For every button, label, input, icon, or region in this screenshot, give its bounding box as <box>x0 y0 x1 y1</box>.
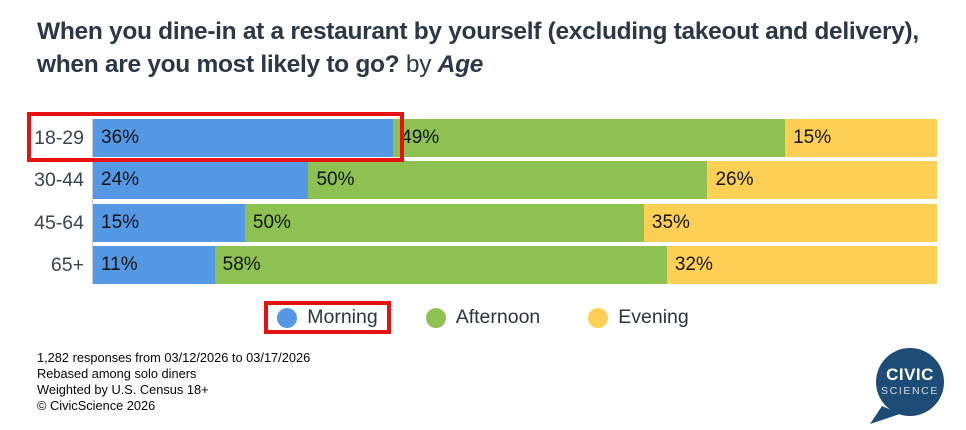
bar-segment-evening: 15% <box>785 119 937 157</box>
bar-segment-evening: 32% <box>666 245 937 284</box>
legend-label: Evening <box>618 306 689 328</box>
title-question: When you dine-in at a restaurant by your… <box>37 18 919 78</box>
bar-value-label: 36% <box>101 127 140 148</box>
chart-row: 65+ 11% 58% 32% <box>0 245 966 284</box>
title-connector: by <box>405 51 432 78</box>
chart-row: 45-64 15% 50% 35% <box>0 203 966 242</box>
footer-rebased: Rebased among solo diners <box>37 365 197 381</box>
legend-dot-morning <box>277 307 298 328</box>
civicscience-logo: CIVIC SCIENCE <box>870 348 944 424</box>
bar-value-label: 35% <box>651 211 690 233</box>
row-label: 18-29 <box>34 127 84 149</box>
bar-segment-afternoon: 49% <box>393 119 786 157</box>
bar-value-label: 15% <box>793 127 832 148</box>
footer-copyright: © CivicScience 2026 <box>37 397 156 413</box>
bar-value-label: 49% <box>401 127 440 148</box>
highlight-box-row <box>27 112 404 162</box>
y-axis-line <box>91 119 93 284</box>
legend-dot-evening <box>588 307 609 328</box>
bar-segment-evening: 35% <box>643 203 937 242</box>
legend-dot-afternoon <box>425 307 446 328</box>
legend-label: Afternoon <box>455 306 541 328</box>
bar-track: 36% 49% 15% <box>93 119 937 157</box>
logo-text-science: SCIENCE <box>881 385 939 397</box>
bar-track: 15% 50% 35% <box>93 203 937 242</box>
bar-segment-afternoon: 50% <box>244 203 644 242</box>
bar-segment-morning: 15% <box>93 203 245 242</box>
footer-responses: 1,282 responses from 03/12/2026 to 03/17… <box>37 350 311 365</box>
chart-legend: Morning Afternoon Evening <box>0 301 966 334</box>
bar-value-label: 50% <box>316 169 355 191</box>
legend-item-morning: Morning <box>264 301 391 334</box>
bar-value-label: 32% <box>674 253 713 275</box>
footer-notes: 1,282 responses from 03/12/2026 to 03/17… <box>37 350 310 414</box>
row-label: 30-44 <box>34 169 84 192</box>
chart-title: When you dine-in at a restaurant by your… <box>37 15 942 81</box>
legend-item-evening: Evening <box>575 301 701 334</box>
footer-weighted: Weighted by U.S. Census 18+ <box>37 381 209 397</box>
title-dimension: Age <box>437 51 484 78</box>
row-label: 65+ <box>50 253 84 276</box>
bar-value-label: 26% <box>715 169 754 191</box>
logo-text-civic: CIVIC <box>886 365 934 384</box>
bar-track: 11% 58% 32% <box>93 245 937 284</box>
legend-label: Morning <box>307 306 378 328</box>
logo-circle <box>876 348 944 416</box>
bar-segment-morning: 24% <box>93 161 309 200</box>
bar-segment-morning: 11% <box>93 245 215 284</box>
chart-row: 18-29 36% 49% 15% <box>0 119 966 157</box>
bar-segment-afternoon: 50% <box>308 161 708 200</box>
chart-row: 30-44 24% 50% 26% <box>0 161 966 200</box>
bar-segment-morning: 36% <box>93 119 394 157</box>
row-label: 45-64 <box>34 211 84 234</box>
bar-segment-evening: 26% <box>707 161 937 200</box>
bar-value-label: 50% <box>252 211 291 233</box>
bar-track: 24% 50% 26% <box>93 161 937 200</box>
bar-value-label: 11% <box>101 253 138 275</box>
logo-speech-tail <box>870 406 900 424</box>
bar-segment-afternoon: 58% <box>214 245 667 284</box>
stacked-bar-chart: 18-29 36% 49% 15% 30-44 24% 50% 26% 45-64 15% 50% 3… <box>0 119 966 288</box>
legend-item-afternoon: Afternoon <box>413 301 554 334</box>
bar-value-label: 24% <box>101 169 140 191</box>
bar-value-label: 15% <box>101 211 140 233</box>
bar-value-label: 58% <box>222 253 261 275</box>
